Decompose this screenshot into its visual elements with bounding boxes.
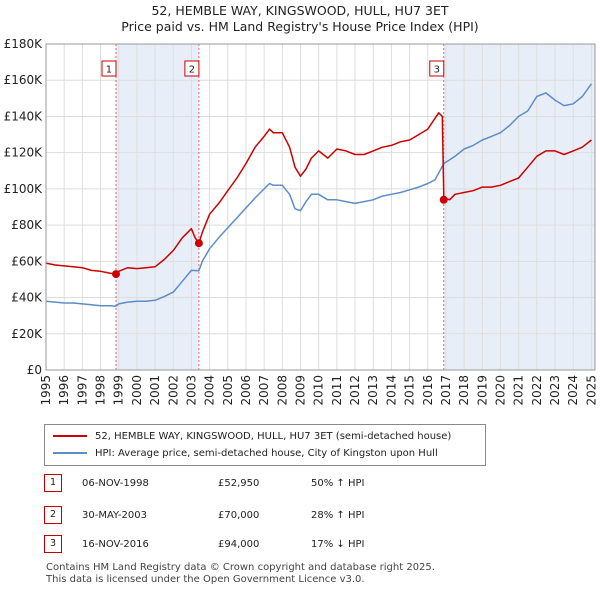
- transaction-price: £70,000: [218, 510, 260, 521]
- sale-label-box: [184, 60, 200, 77]
- x-tick-label: 1995: [39, 375, 53, 406]
- x-tick-label: 1996: [57, 375, 71, 406]
- x-tick-label: 2012: [348, 375, 362, 406]
- plot-frame: [45, 43, 596, 371]
- ownership-shade-1: [115, 44, 199, 370]
- x-tick-label: 2004: [203, 375, 217, 406]
- x-tick-label: 2021: [512, 375, 526, 406]
- x-tick-label: 2018: [457, 375, 471, 406]
- y-tick-label: £160K: [4, 73, 44, 87]
- transaction-hpi-diff: 17% ↓ HPI: [311, 539, 365, 550]
- sale-label-box: [101, 60, 117, 77]
- x-tick-label: 2011: [330, 375, 344, 406]
- y-tick-label: £120K: [4, 146, 44, 160]
- sale-label-number: 2: [189, 65, 195, 76]
- x-tick-label: 2002: [166, 375, 180, 406]
- x-tick-label: 2008: [275, 375, 289, 406]
- x-tick-label: 2001: [148, 375, 162, 406]
- sale-label-box: [429, 60, 445, 77]
- sale-label-number: 3: [434, 65, 440, 76]
- x-tick-label: 2005: [221, 375, 235, 406]
- transaction-marker-3: 3: [44, 535, 62, 553]
- x-tick-label: 2010: [312, 375, 326, 406]
- x-tick-label: 2023: [548, 375, 562, 406]
- x-tick-label: 2019: [475, 375, 489, 406]
- x-tick-label: 1999: [112, 375, 126, 406]
- y-tick-label: £100K: [4, 182, 44, 196]
- x-tick-label: 1998: [94, 375, 108, 406]
- x-tick-label: 2006: [239, 375, 253, 406]
- x-tick-label: 2022: [530, 375, 544, 406]
- legend-label-hpi: HPI: Average price, semi-detached house,…: [95, 448, 438, 459]
- footer-licence: This data is licensed under the Open Gov…: [46, 574, 365, 585]
- hpi-line: [45, 83, 593, 307]
- legend-item-hpi: HPI: Average price, semi-detached house,…: [53, 446, 438, 462]
- transaction-price: £52,950: [218, 478, 260, 489]
- transaction-price: £94,000: [218, 539, 260, 550]
- footer-copyright: Contains HM Land Registry data © Crown c…: [46, 562, 435, 573]
- x-tick-label: 2017: [439, 375, 453, 406]
- x-tick-label: 2003: [184, 375, 198, 406]
- x-tick-label: 2024: [566, 375, 580, 406]
- y-tick-label: £40K: [11, 291, 43, 305]
- sale-label-number: 1: [106, 65, 112, 76]
- y-tick-label: £80K: [11, 218, 43, 232]
- x-tick-label: 2014: [384, 375, 398, 406]
- legend-item-property: 52, HEMBLE WAY, KINGSWOOD, HULL, HU7 3ET…: [53, 429, 451, 445]
- chart-title: 52, HEMBLE WAY, KINGSWOOD, HULL, HU7 3ET: [151, 3, 448, 18]
- transaction-marker-2: 2: [44, 506, 62, 524]
- property-price-line: [45, 112, 592, 275]
- x-tick-label: 2013: [366, 375, 380, 406]
- x-tick-label: 2025: [584, 375, 598, 406]
- y-tick-label: £180K: [4, 37, 44, 51]
- transaction-date: 16-NOV-2016: [82, 539, 149, 550]
- sale-point: [111, 270, 120, 279]
- transaction-date: 06-NOV-1998: [82, 478, 149, 489]
- x-tick-label: 2007: [257, 375, 271, 406]
- transaction-marker-1: 1: [44, 474, 62, 492]
- x-tick-label: 2020: [493, 375, 507, 406]
- x-tick-label: 2016: [421, 375, 435, 406]
- chart-subtitle: Price paid vs. HM Land Registry's House …: [121, 19, 478, 34]
- legend-swatch-property: [53, 435, 87, 437]
- ownership-shade-2: [443, 44, 595, 370]
- sale-point: [439, 195, 448, 204]
- x-tick-label: 2000: [130, 375, 144, 406]
- transaction-date: 30-MAY-2003: [82, 510, 148, 521]
- y-tick-label: £60K: [11, 254, 43, 268]
- x-tick-label: 2015: [403, 375, 417, 406]
- transaction-hpi-diff: 50% ↑ HPI: [311, 478, 365, 489]
- x-tick-label: 2009: [294, 375, 308, 406]
- y-tick-label: £0: [27, 363, 42, 377]
- price-chart: 52, HEMBLE WAY, KINGSWOOD, HULL, HU7 3ET…: [4, 3, 599, 406]
- y-tick-label: £20K: [11, 327, 43, 341]
- y-tick-label: £140K: [4, 109, 44, 123]
- transaction-hpi-diff: 28% ↑ HPI: [311, 510, 365, 521]
- legend-label-property: 52, HEMBLE WAY, KINGSWOOD, HULL, HU7 3ET…: [95, 431, 452, 442]
- sale-point: [194, 239, 203, 248]
- x-tick-label: 1997: [75, 375, 89, 406]
- legend-swatch-hpi: [53, 452, 87, 454]
- legend: 52, HEMBLE WAY, KINGSWOOD, HULL, HU7 3ET…: [44, 424, 486, 466]
